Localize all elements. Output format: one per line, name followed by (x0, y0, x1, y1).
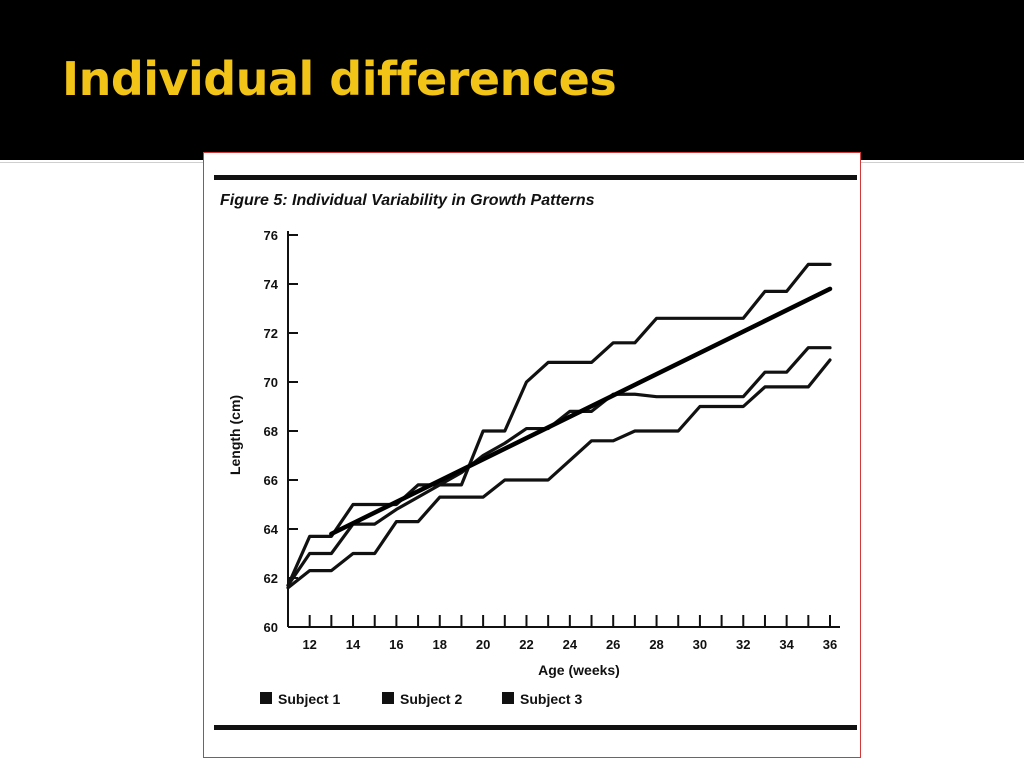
y-tick-label: 62 (264, 571, 278, 586)
legend-label-subject-3: Subject 3 (520, 691, 582, 707)
x-tick-label: 14 (346, 637, 361, 652)
y-tick-label: 74 (264, 277, 279, 292)
y-tick-label: 66 (264, 473, 278, 488)
y-tick-label: 68 (264, 424, 278, 439)
x-axis-label: Age (weeks) (538, 662, 620, 678)
y-tick-label: 72 (264, 326, 278, 341)
trend-line (329, 286, 833, 537)
figure-bottom-rule (214, 725, 857, 730)
growth-chart: Figure 5: Individual Variability in Grow… (214, 175, 857, 730)
series-line-subject-3 (286, 358, 832, 590)
axes: 60 62 64 66 68 70 72 74 76 12 14 16 18 20 22 24 26 28 30 32… (264, 228, 840, 652)
y-tick-label: 70 (264, 375, 278, 390)
slide-title: Individual differences (62, 52, 617, 106)
legend-label-subject-1: Subject 1 (278, 691, 340, 707)
x-tick-label: 26 (606, 637, 620, 652)
x-tick-label: 32 (736, 637, 750, 652)
legend: Subject 1 Subject 2 Subject 3 (260, 691, 582, 707)
x-tick-label: 12 (302, 637, 316, 652)
y-tick-label: 76 (264, 228, 278, 243)
x-tick-label: 34 (779, 637, 794, 652)
x-tick-label: 28 (649, 637, 663, 652)
x-tick-label: 22 (519, 637, 533, 652)
x-tick-label: 20 (476, 637, 490, 652)
slide-header: Individual differences (0, 0, 1024, 160)
y-axis-label: Length (cm) (227, 395, 243, 475)
x-tick-label: 36 (823, 637, 837, 652)
legend-swatch-subject-3 (502, 692, 514, 704)
series-line-subject-2 (286, 346, 832, 587)
x-tick-label: 18 (433, 637, 447, 652)
x-tick-label: 16 (389, 637, 403, 652)
figure-frame: Figure 5: Individual Variability in Grow… (203, 152, 861, 758)
series-layer (286, 262, 833, 590)
y-tick-label: 64 (264, 522, 279, 537)
legend-label-subject-2: Subject 2 (400, 691, 462, 707)
legend-swatch-subject-1 (260, 692, 272, 704)
series-line-subject-1 (286, 262, 832, 587)
chart-title: Figure 5: Individual Variability in Grow… (220, 192, 595, 209)
x-tick-label: 24 (563, 637, 578, 652)
legend-swatch-subject-2 (382, 692, 394, 704)
figure-top-rule (214, 175, 857, 180)
x-tick-label: 30 (693, 637, 707, 652)
y-tick-label: 60 (264, 620, 278, 635)
